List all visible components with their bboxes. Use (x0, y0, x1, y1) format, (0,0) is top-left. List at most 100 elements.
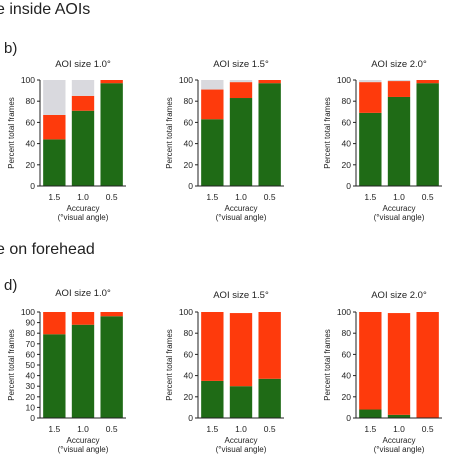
charts: AOI size 1.0°1.5 1.0 0.5020406080100Percen… (7, 59, 442, 454)
y-tick-label: 60 (26, 349, 36, 359)
chart-b-1: AOI size 1.0° 1.5 1.0 0.5 0 20 40 60 80 100 Percen… (7, 59, 126, 222)
x-axis-label: Accuracy (383, 436, 416, 445)
y-tick-label: 40 (26, 139, 36, 149)
chart-title: AOI size 1.0° (55, 59, 111, 70)
bar-green-0.5 (258, 83, 281, 186)
y-tick-label: 60 (184, 117, 194, 127)
y-tick-label: 20 (184, 160, 194, 170)
bar-red-0.5 (258, 312, 281, 379)
x-axis-label: Accuracy (383, 204, 416, 213)
y-axis-label: Percent total frames (323, 97, 332, 169)
bar-red-0.5 (416, 80, 439, 84)
x-tick-label: 1.0 (393, 424, 405, 434)
bar-green-1.0 (229, 98, 253, 186)
heading-bottom: e on forehead (0, 241, 95, 258)
bar-green-0.5 (100, 83, 123, 186)
x-tick-label: 1.5 (206, 192, 218, 202)
bar-green-1.5 (201, 380, 224, 418)
x-tick-label: 1.5 (364, 424, 376, 434)
y-axis-label: Percent total frames (323, 329, 332, 401)
y-tick-label: 80 (26, 96, 36, 106)
chart-b-3: AOI size 2.0° 1.5 1.0 0.5 0 20 40 60 80 100 Percen… (323, 59, 442, 222)
x-axis-sublabel: (°visual angle) (58, 445, 109, 454)
y-tick-label: 0 (30, 413, 35, 423)
x-axis-sublabel: (°visual angle) (58, 213, 109, 222)
y-tick-label: 20 (342, 160, 352, 170)
bar-grey-1.0 (229, 80, 253, 83)
bar-red-0.5 (100, 312, 123, 317)
y-tick-label: 100 (21, 307, 35, 317)
x-tick-label: 1.0 (235, 424, 247, 434)
chart-title: AOI size 2.0° (371, 290, 427, 301)
bar-red-1.5 (43, 114, 66, 140)
bar-red-1.5 (359, 312, 382, 410)
y-tick-label: 40 (26, 371, 36, 381)
chart-d-2: AOI size 1.5° 1.5 1.0 0.5 0 20 40 60 80 100 Percen… (165, 290, 284, 454)
y-axis-label: Percent total frames (165, 97, 174, 169)
bar-green-1.5 (359, 409, 382, 418)
x-tick-label: 0.5 (422, 424, 434, 434)
x-axis-sublabel: (°visual angle) (374, 213, 425, 222)
x-tick-label: 0.5 (264, 424, 276, 434)
chart-title: AOI size 2.0° (371, 59, 427, 70)
y-tick-label: 60 (342, 349, 352, 359)
x-tick-label: 1.0 (77, 424, 89, 434)
chart-title: AOI size 1.0° (55, 288, 111, 299)
bar-green-1.5 (359, 112, 382, 186)
bar-green-0.5 (416, 83, 439, 186)
x-tick-label: 1.5 (48, 192, 60, 202)
x-axis-label: Accuracy (67, 204, 100, 213)
bar-red-1.0 (387, 313, 411, 415)
x-tick-label: 0.5 (264, 192, 276, 202)
y-tick-label: 80 (184, 328, 194, 338)
bar-green-1.0 (71, 110, 95, 186)
bar-grey-1.5 (201, 80, 224, 90)
y-tick-label: 0 (30, 181, 35, 191)
y-axis-label: Percent total frames (165, 329, 174, 401)
x-tick-label: 0.5 (106, 424, 118, 434)
chart-d-3: AOI size 2.0° 1.5 1.0 0.5 0 20 40 60 80 100 Percen… (323, 290, 442, 454)
panel-label-b: b) (4, 40, 17, 57)
bar-green-1.0 (229, 386, 253, 418)
y-tick-label: 0 (346, 181, 351, 191)
bar-green-1.5 (201, 119, 224, 186)
x-tick-label: 1.0 (393, 192, 405, 202)
y-tick-label: 80 (184, 96, 194, 106)
y-tick-label: 50 (26, 360, 36, 370)
x-tick-label: 1.0 (77, 192, 89, 202)
chart-b-2: AOI size 1.5° 1.5 1.0 0.5 0 20 40 60 80 100 Percen… (165, 59, 284, 222)
y-tick-label: 100 (179, 307, 193, 317)
bar-grey-1.5 (359, 80, 382, 83)
x-axis-sublabel: (°visual angle) (216, 445, 267, 454)
y-tick-label: 0 (188, 181, 193, 191)
y-tick-label: 70 (26, 339, 36, 349)
heading-top: e inside AOIs (0, 1, 90, 18)
x-tick-label: 1.5 (364, 192, 376, 202)
y-tick-label: 60 (342, 117, 352, 127)
y-tick-label: 20 (184, 392, 194, 402)
x-axis-sublabel: (°visual angle) (216, 213, 267, 222)
bar-red-1.0 (71, 95, 95, 111)
chart-d-1: AOI size 1.0° 1.5 1.0 0.5 010203040506070809… (7, 288, 126, 454)
x-axis-sublabel: (°visual angle) (374, 445, 425, 454)
y-tick-label: 10 (26, 402, 36, 412)
y-tick-label: 60 (26, 117, 36, 127)
y-tick-label: 40 (342, 139, 352, 149)
x-tick-label: 0.5 (106, 192, 118, 202)
bar-red-0.5 (416, 312, 439, 418)
bar-red-0.5 (258, 80, 281, 84)
bar-green-0.5 (258, 378, 281, 418)
bar-green-1.0 (387, 96, 411, 186)
bar-red-1.5 (201, 312, 224, 381)
bar-red-1.0 (71, 312, 95, 325)
y-tick-label: 20 (26, 160, 36, 170)
y-tick-label: 80 (342, 96, 352, 106)
bar-red-1.5 (201, 89, 224, 120)
bar-red-1.0 (387, 81, 411, 97)
x-tick-label: 1.0 (235, 192, 247, 202)
y-axis-label: Percent total frames (7, 97, 16, 169)
y-tick-label: 20 (342, 392, 352, 402)
y-tick-label: 20 (26, 392, 36, 402)
y-tick-label: 100 (337, 307, 351, 317)
